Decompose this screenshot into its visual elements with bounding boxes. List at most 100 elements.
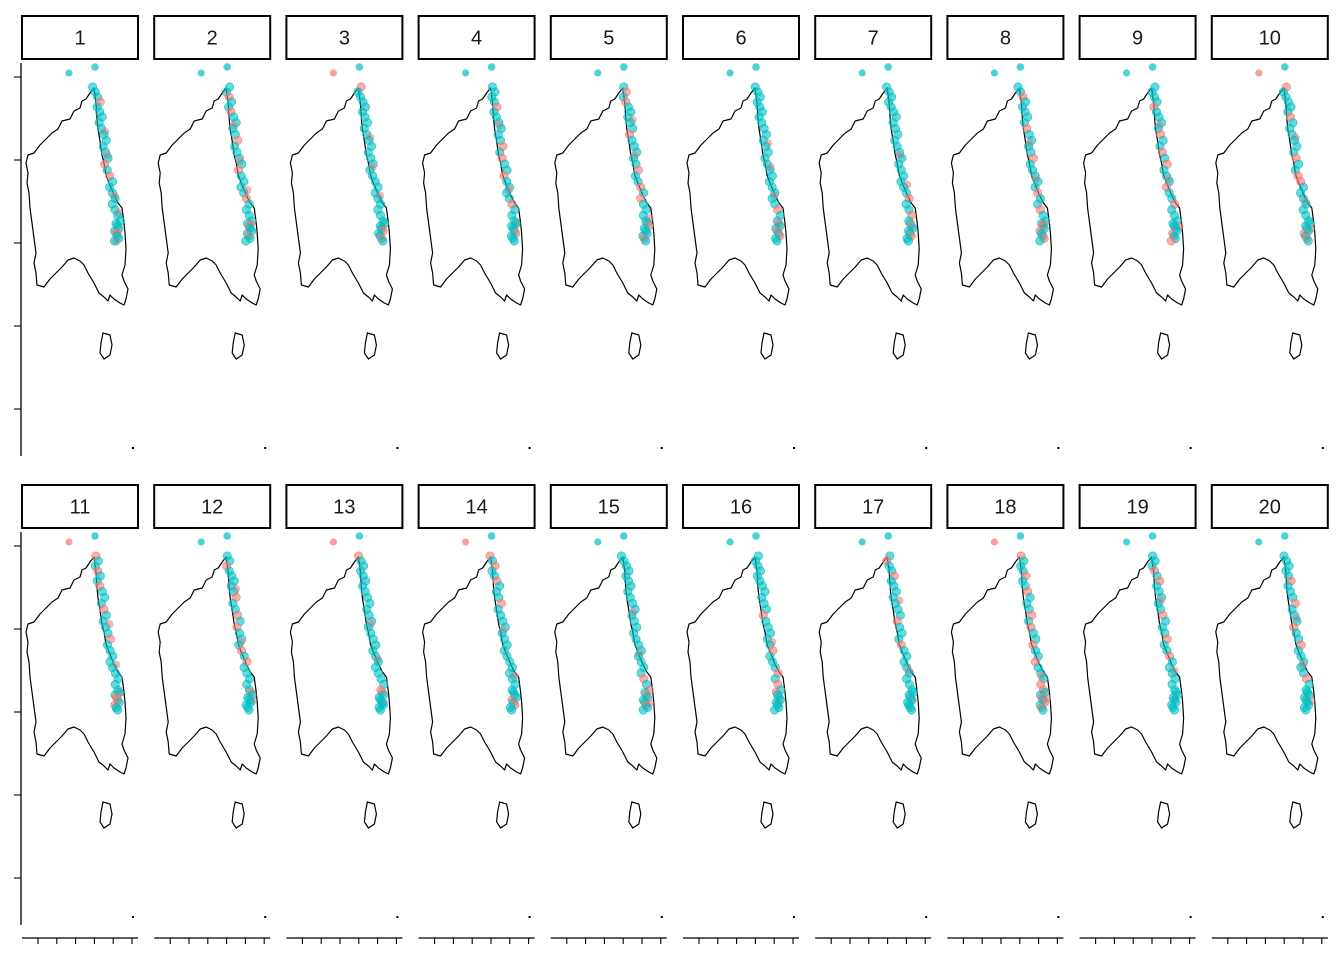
facet-panel: 1: [21, 15, 139, 449]
facet-panel: 5: [549, 15, 668, 449]
point-top-end: [65, 538, 73, 546]
tasmania-outline: [1024, 332, 1039, 360]
facet-strip-label: 12: [201, 497, 223, 519]
australia-map: [157, 532, 267, 918]
australia-map: [554, 63, 663, 449]
point-top-end: [65, 69, 73, 77]
facet-strip-label: 4: [471, 28, 482, 50]
tasmania-outline: [495, 332, 510, 360]
tasmania-outline: [1289, 801, 1303, 829]
facet-strip-label: 11: [70, 497, 91, 519]
facet-strip: [549, 15, 668, 60]
facet-strip: [153, 484, 272, 529]
australia-map: [422, 63, 531, 449]
stray-point: [1057, 447, 1060, 449]
facet-strip-label: 18: [994, 497, 1016, 519]
facet-strip-label: 20: [1259, 497, 1281, 519]
point-group-b: [507, 705, 517, 715]
facet-strip: [1210, 15, 1329, 60]
point-cape-tip: [91, 63, 99, 71]
occurrence-points: [1147, 551, 1182, 715]
facet-strip-label: 10: [1259, 28, 1281, 50]
point-group-b: [509, 236, 519, 246]
facet-strip: [417, 15, 536, 60]
point-cape-tip: [1016, 63, 1025, 71]
facet-panel: 18: [946, 484, 1065, 918]
tasmania-outline: [1289, 332, 1303, 360]
point-group-b: [241, 236, 251, 246]
point-top-end: [462, 538, 470, 546]
point-top-end: [462, 69, 470, 77]
point-top-end: [329, 538, 337, 546]
facet-panel: 2: [153, 15, 272, 449]
australia-map: [289, 63, 399, 449]
tasmania-outline: [892, 332, 906, 360]
point-cape-tip: [487, 532, 496, 540]
point-top-end: [197, 538, 205, 546]
point-group-b: [772, 236, 782, 246]
facet-panel: 15: [549, 484, 668, 918]
point-cape-tip: [487, 63, 496, 71]
point-cape-tip: [884, 532, 892, 540]
stray-point: [1321, 916, 1324, 918]
tasmania-outline: [628, 801, 642, 829]
facet-strip-label: 6: [735, 28, 746, 50]
facet-strip-label: 17: [862, 497, 884, 519]
facet-strip-label: 16: [730, 497, 752, 519]
point-group-b: [903, 236, 913, 246]
point-top-end: [858, 538, 866, 546]
australia-map: [950, 532, 1060, 918]
australia-map: [1082, 63, 1192, 449]
australia-map: [25, 532, 134, 918]
facet-strip-label: 19: [1126, 497, 1148, 519]
stray-point: [925, 447, 928, 449]
australia-map: [1082, 532, 1192, 918]
point-top-end: [1123, 69, 1131, 77]
point-cape-tip: [355, 532, 364, 540]
facet-panel: 6: [682, 15, 800, 449]
stray-point: [396, 447, 399, 449]
stray-point: [132, 916, 134, 918]
tasmania-outline: [99, 801, 113, 829]
facet-strip-label: 13: [333, 497, 355, 519]
facet-strip-label: 3: [339, 28, 350, 50]
facet-strip: [21, 484, 139, 529]
point-group-b: [638, 705, 648, 715]
australia-outline: [950, 87, 1055, 306]
point-cape-tip: [91, 532, 99, 540]
point-cape-tip: [620, 63, 628, 71]
tasmania-outline: [231, 332, 245, 360]
australia-map: [157, 63, 267, 449]
facet-strip-label: 7: [868, 28, 879, 50]
occurrence-points: [354, 551, 389, 715]
point-group-b: [641, 236, 651, 246]
tasmania-outline: [363, 332, 378, 360]
australia-map: [818, 532, 928, 918]
point-group-b: [1169, 705, 1179, 715]
facet-strip: [285, 15, 404, 60]
australia-map: [554, 532, 663, 918]
occurrence-points: [882, 82, 918, 246]
tasmania-outline: [1024, 801, 1039, 829]
stray-point: [793, 916, 795, 918]
stray-point: [528, 447, 531, 449]
facet-panel: 9: [1078, 15, 1197, 449]
point-top-end: [329, 69, 337, 77]
point-cape-tip: [223, 532, 231, 540]
occurrence-points: [1279, 551, 1316, 715]
point-group-b: [770, 705, 780, 715]
point-top-end: [594, 69, 602, 77]
point-top-end: [1123, 538, 1131, 546]
point-top-end: [1255, 538, 1263, 546]
stray-point: [396, 916, 399, 918]
tasmania-outline: [231, 801, 245, 829]
facet-strip: [1078, 15, 1197, 60]
stray-point: [1321, 447, 1324, 449]
facet-panel: 4: [417, 15, 536, 449]
facet-panel: 3: [285, 15, 404, 449]
point-group-b: [1301, 705, 1311, 715]
stray-point: [1189, 916, 1192, 918]
point-group-b: [1038, 705, 1048, 715]
australia-map: [1215, 63, 1324, 449]
